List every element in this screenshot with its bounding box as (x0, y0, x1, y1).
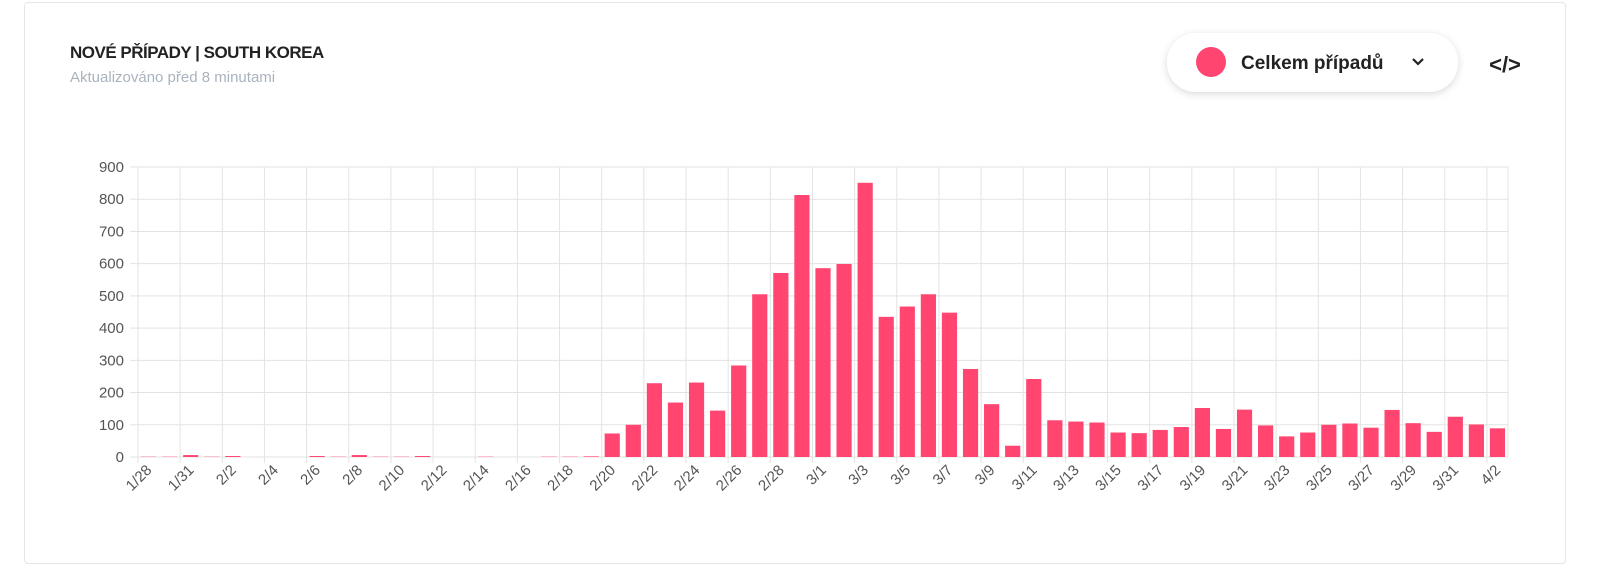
x-tick-label: 2/4 (255, 462, 282, 489)
dropdown-dot (1196, 47, 1226, 77)
y-tick-label: 900 (99, 159, 124, 176)
x-tick-label: 3/11 (1009, 462, 1041, 494)
bar (921, 294, 936, 457)
bar (1384, 410, 1399, 457)
bar (584, 456, 599, 457)
bar (225, 456, 240, 457)
bar (1047, 420, 1062, 457)
x-tick-label: 2/14 (460, 462, 493, 495)
bar (1300, 433, 1315, 457)
bar (1153, 430, 1168, 457)
bar (963, 369, 978, 457)
x-tick-label: 3/25 (1303, 462, 1336, 495)
y-tick-label: 800 (99, 191, 124, 208)
bar (1216, 429, 1231, 457)
bar (879, 317, 894, 457)
chart: NOVÉ PŘÍPADY | SOUTH KOREA Aktualizováno… (0, 0, 1600, 552)
bar (1195, 408, 1210, 457)
bar (815, 268, 830, 457)
x-tick-label: 2/22 (629, 462, 662, 495)
bar (942, 313, 957, 457)
x-tick-label: 3/5 (887, 462, 914, 489)
y-tick-label: 600 (99, 256, 124, 273)
x-tick-label: 3/13 (1050, 462, 1083, 495)
x-tick-label: 2/6 (297, 462, 324, 489)
bar (1005, 446, 1020, 457)
bar (984, 404, 999, 457)
bar (1237, 410, 1252, 457)
bar (626, 425, 641, 457)
x-tick-label: 2/2 (213, 462, 240, 489)
bar (352, 455, 367, 457)
bar (1427, 432, 1442, 457)
bar (647, 383, 662, 457)
x-tick-label: 3/27 (1345, 462, 1378, 495)
bar (1469, 424, 1484, 457)
x-tick-label: 1/31 (165, 462, 198, 495)
bar (1363, 428, 1378, 457)
x-tick-label: 3/15 (1092, 462, 1125, 495)
bar (689, 383, 704, 457)
bar (1174, 427, 1189, 457)
bar (836, 264, 851, 457)
x-tick-label: 4/2 (1478, 462, 1505, 489)
bar (1406, 423, 1421, 457)
bar (858, 183, 873, 457)
bar (183, 455, 198, 457)
bar (1026, 379, 1041, 457)
x-tick-label: 2/26 (713, 462, 746, 495)
y-tick-label: 500 (99, 288, 124, 305)
x-tick-label: 3/3 (845, 462, 872, 489)
bar (668, 403, 683, 457)
title: NOVÉ PŘÍPADY | SOUTH KOREA (70, 43, 324, 62)
bar (1110, 433, 1125, 457)
x-tick-label: 3/29 (1387, 462, 1420, 495)
x-tick-label: 3/9 (972, 462, 999, 489)
bar (605, 433, 620, 457)
y-tick-label: 200 (99, 385, 124, 402)
code-button[interactable]: </> (1489, 52, 1521, 77)
x-tick-label: 3/1 (803, 462, 830, 489)
bar (1258, 425, 1273, 457)
y-tick-label: 0 (116, 449, 124, 466)
bar (1321, 425, 1336, 457)
y-tick-label: 400 (99, 320, 124, 337)
x-tick-label: 2/28 (755, 462, 788, 495)
x-tick-label: 2/10 (376, 462, 409, 495)
x-tick-label: 3/31 (1429, 462, 1462, 495)
x-tick-label: 2/20 (586, 462, 619, 495)
bar (752, 294, 767, 457)
x-tick-label: 3/21 (1219, 462, 1252, 495)
bar (1089, 423, 1104, 457)
bar (310, 456, 325, 457)
bar (1490, 428, 1505, 457)
bar (794, 195, 809, 457)
bar (1448, 417, 1463, 457)
x-tick-label: 1/28 (123, 462, 156, 495)
x-tick-label: 2/16 (502, 462, 535, 495)
x-tick-label: 2/24 (671, 462, 704, 495)
bar (900, 307, 915, 457)
y-tick-label: 300 (99, 352, 124, 369)
x-tick-label: 3/17 (1134, 462, 1167, 495)
bar (415, 456, 430, 457)
bar (1342, 423, 1357, 457)
y-tick-label: 100 (99, 417, 124, 434)
x-tick-label: 3/23 (1261, 462, 1294, 495)
x-tick-label: 3/7 (930, 462, 957, 489)
x-tick-label: 3/19 (1177, 462, 1210, 495)
bar (773, 273, 788, 457)
bar (1132, 433, 1147, 457)
bar (1279, 436, 1294, 457)
x-tick-label: 2/8 (339, 462, 366, 489)
dropdown-label: Celkem případů (1241, 53, 1384, 74)
bar (1068, 422, 1083, 457)
bar (731, 365, 746, 457)
subtitle: Aktualizováno před 8 minutami (70, 69, 275, 86)
y-tick-label: 700 (99, 223, 124, 240)
bar (710, 411, 725, 457)
x-tick-label: 2/18 (544, 462, 577, 495)
x-tick-label: 2/12 (418, 462, 451, 495)
